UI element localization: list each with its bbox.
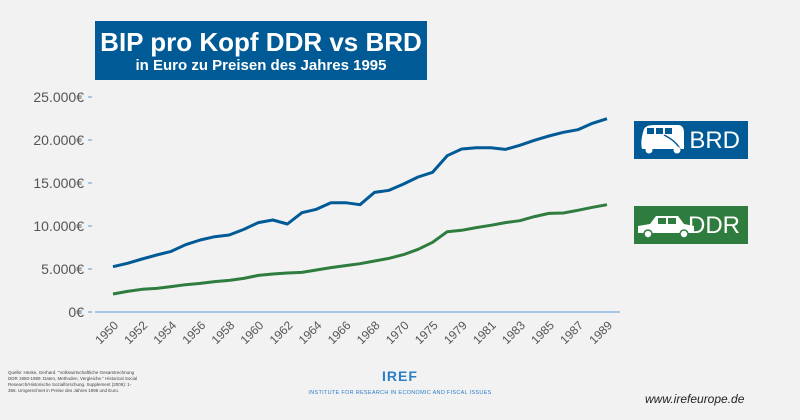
x-tick-label: 1983 <box>499 318 528 347</box>
x-tick-label: 1989 <box>586 318 615 347</box>
iref-logo: IREF INSTITUTE FOR RESEARCH IN ECONOMIC … <box>300 368 500 396</box>
chart-title: BIP pro Kopf DDR vs BRD <box>100 27 422 57</box>
x-tick-label: 1960 <box>238 318 267 347</box>
x-tick-label: 1985 <box>528 318 557 347</box>
y-tick-label: 25.000€ <box>33 89 84 105</box>
x-tick-label: 1975 <box>412 318 441 347</box>
legend-ddr: DDR <box>634 206 748 244</box>
y-tick-label: 0€ <box>68 304 84 320</box>
y-tick-label: 15.000€ <box>33 175 84 191</box>
x-tick-label: 1956 <box>180 318 209 347</box>
legend-label-brd: BRD <box>689 127 740 154</box>
x-tick-label: 1987 <box>557 318 586 347</box>
title-box: BIP pro Kopf DDR vs BRD in Euro zu Preis… <box>95 21 427 80</box>
x-tick-label: 1979 <box>441 318 470 347</box>
institute-name: INSTITUTE FOR RESEARCH IN ECONOMIC AND F… <box>308 390 492 396</box>
x-tick-label: 1966 <box>325 318 354 347</box>
y-tick-label: 10.000€ <box>33 218 84 234</box>
legend-brd: BRD <box>634 121 748 159</box>
x-tick-label: 1981 <box>470 318 499 347</box>
y-tick-label: 5.000€ <box>41 261 84 277</box>
x-tick-label: 1962 <box>267 318 296 347</box>
x-tick-label: 1958 <box>209 318 238 347</box>
x-tick-label: 1964 <box>296 318 325 347</box>
logo-text: IREF <box>382 368 418 384</box>
legend-label-ddr: DDR <box>688 212 740 239</box>
x-tick-label: 1952 <box>121 318 150 347</box>
series-line-brd <box>112 117 608 269</box>
website-url[interactable]: www.irefeurope.de <box>645 392 745 406</box>
x-tick-label: 1950 <box>92 318 121 347</box>
series-line-ddr <box>112 203 608 296</box>
chart-subtitle: in Euro zu Preisen des Jahres 1995 <box>135 57 387 74</box>
trabant-car-icon <box>638 216 694 239</box>
y-tick-label: 20.000€ <box>33 132 84 148</box>
source-note: Quelle: Heske, Gerhard. "Volkswirtschaft… <box>8 370 138 393</box>
x-tick-label: 1968 <box>354 318 383 347</box>
x-tick-label: 1954 <box>150 318 179 347</box>
line-chart: 0€ 5.000€ 10.000€ 15.000€ 20.000€ 25.000€ 1950… <box>33 89 620 347</box>
vw-bus-icon <box>641 125 684 154</box>
x-tick-label: 1970 <box>383 318 412 347</box>
